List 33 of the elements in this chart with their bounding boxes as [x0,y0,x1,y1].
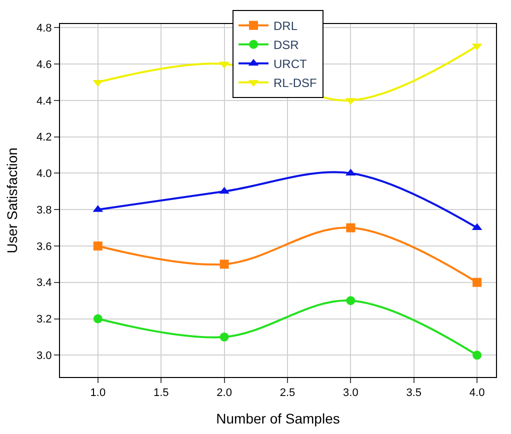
point [220,260,229,269]
x-tick-label: 3.0 [343,387,358,400]
point [93,314,102,324]
point [219,186,230,194]
y-tick-label: 4.2 [36,132,52,144]
y-tick-label: 3.0 [36,350,52,362]
legend-label: RL-DSF [274,76,317,90]
x-tick-label: 4.0 [469,387,485,400]
y-tick-label: 3.6 [36,240,52,253]
y-tick-label: 4.4 [36,95,52,108]
y-tick-label: 4.0 [36,168,52,180]
point [346,223,356,232]
x-tick-label: 2.0 [216,387,232,400]
point [346,296,356,306]
point [472,350,482,360]
y-tick-label: 4.8 [36,22,52,34]
x-tick-label: 3.5 [406,387,422,400]
y-axis-title: User Satisfaction [4,148,20,254]
point [93,241,102,250]
point [220,332,229,342]
legend-label: DRL [274,19,298,34]
x-tick-label: 1.0 [90,387,106,400]
y-tick-label: 3.4 [36,277,52,290]
y-tick-label: 4.6 [36,58,52,71]
x-axis-title: Number of Samples [216,410,340,426]
point [219,62,230,69]
legend-label: URCT [274,57,308,72]
legend-label: DSR [274,38,300,52]
point [472,278,482,287]
y-tick-label: 3.2 [36,314,52,326]
y-tick-label: 3.8 [36,204,52,216]
x-tick-label: 2.5 [280,387,296,400]
x-tick-label: 1.5 [153,387,169,400]
